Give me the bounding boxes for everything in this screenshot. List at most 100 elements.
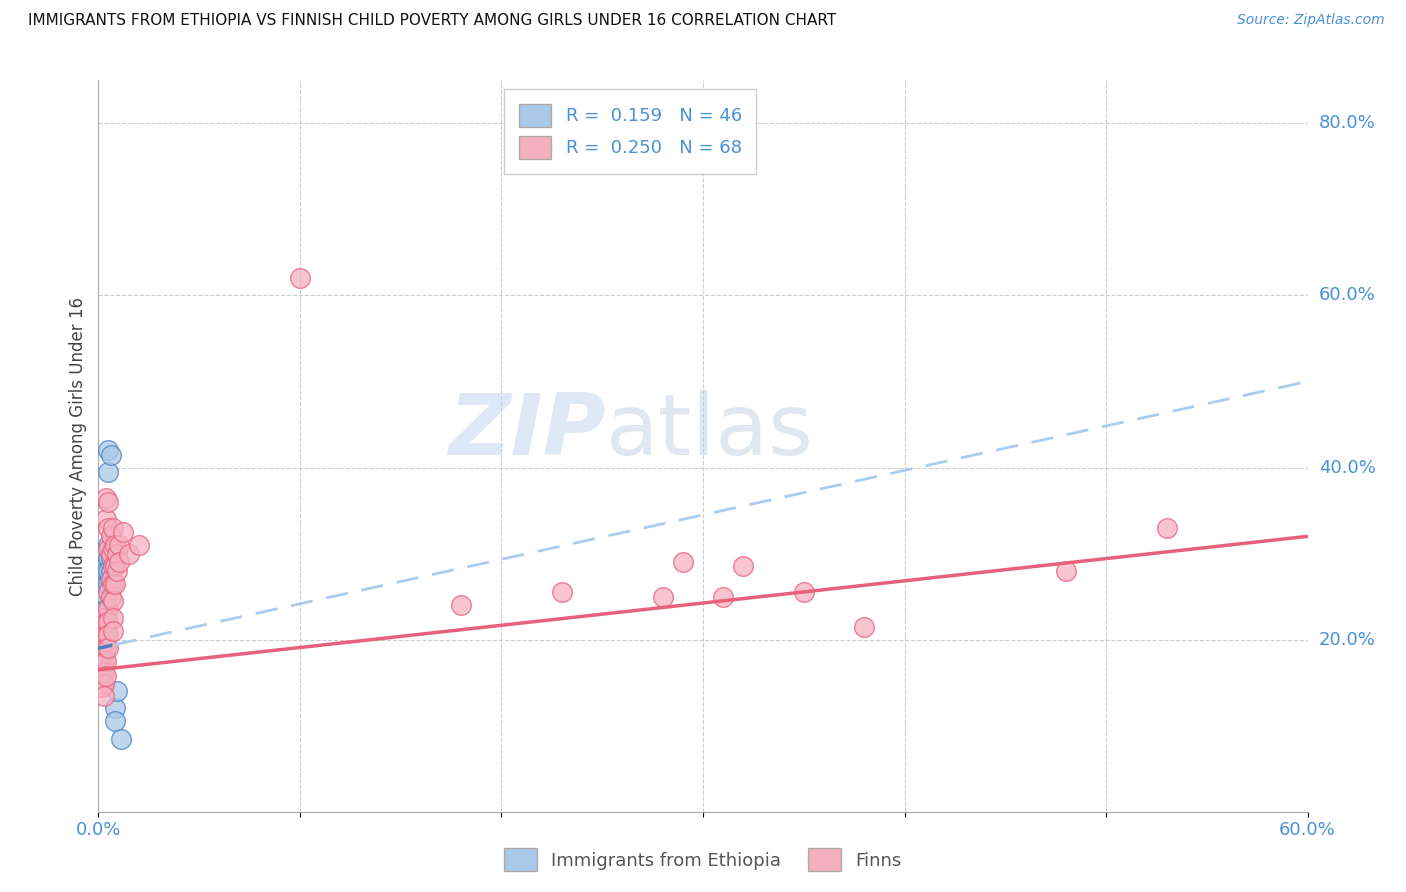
Point <box>89 663 111 677</box>
Point <box>97 465 120 479</box>
Point <box>97 641 120 656</box>
Point <box>89 646 111 660</box>
Point <box>793 585 815 599</box>
Text: atlas: atlas <box>606 390 814 473</box>
Point <box>97 615 120 630</box>
Point <box>91 680 114 694</box>
Point <box>93 634 115 648</box>
Point <box>91 624 114 638</box>
Point <box>672 555 695 569</box>
Point <box>93 677 115 691</box>
Point <box>96 615 118 630</box>
Point <box>107 538 129 552</box>
Point <box>96 602 118 616</box>
Point <box>110 731 132 746</box>
Point <box>89 667 111 681</box>
Point <box>100 564 122 578</box>
Point <box>118 547 141 561</box>
Point <box>96 564 118 578</box>
Point <box>97 542 120 557</box>
Point <box>101 542 124 557</box>
Point <box>105 684 128 698</box>
Point <box>93 585 115 599</box>
Point <box>97 443 120 458</box>
Point <box>103 714 125 729</box>
Point <box>711 590 734 604</box>
Point <box>91 651 114 665</box>
Point <box>96 624 118 638</box>
Point <box>100 529 122 543</box>
Point <box>91 617 114 632</box>
Point <box>101 521 124 535</box>
Point <box>96 576 118 591</box>
Y-axis label: Child Poverty Among Girls Under 16: Child Poverty Among Girls Under 16 <box>69 296 87 596</box>
Point <box>91 658 114 673</box>
Point <box>96 512 118 526</box>
Legend: R =  0.159   N = 46, R =  0.250   N = 68: R = 0.159 N = 46, R = 0.250 N = 68 <box>505 89 756 174</box>
Point <box>89 646 111 660</box>
Point <box>105 564 128 578</box>
Point <box>91 663 114 677</box>
Point <box>853 620 876 634</box>
Point <box>93 611 115 625</box>
Point <box>91 646 114 660</box>
Point <box>91 632 114 647</box>
Point <box>551 585 574 599</box>
Point <box>101 611 124 625</box>
Point <box>101 559 124 574</box>
Point <box>100 547 122 561</box>
Point <box>91 637 114 651</box>
Point <box>93 646 115 660</box>
Point <box>103 559 125 574</box>
Text: 40.0%: 40.0% <box>1319 458 1375 476</box>
Point <box>93 620 115 634</box>
Point <box>103 538 125 552</box>
Point <box>100 448 122 462</box>
Point <box>107 555 129 569</box>
Point <box>93 665 115 680</box>
Point <box>96 628 118 642</box>
Point <box>288 271 311 285</box>
Point <box>89 641 111 656</box>
Point <box>97 538 120 552</box>
Text: IMMIGRANTS FROM ETHIOPIA VS FINNISH CHILD POVERTY AMONG GIRLS UNDER 16 CORRELATI: IMMIGRANTS FROM ETHIOPIA VS FINNISH CHIL… <box>28 13 837 29</box>
Point <box>101 624 124 638</box>
Point <box>93 641 115 656</box>
Point <box>89 632 111 647</box>
Point <box>93 624 115 638</box>
Point <box>91 611 114 625</box>
Point <box>111 524 134 539</box>
Point <box>93 598 115 612</box>
Point <box>96 654 118 668</box>
Point <box>96 669 118 683</box>
Point <box>89 615 111 630</box>
Point <box>91 658 114 673</box>
Point <box>101 576 124 591</box>
Point <box>96 615 118 630</box>
Point <box>91 671 114 685</box>
Legend: Immigrants from Ethiopia, Finns: Immigrants from Ethiopia, Finns <box>498 841 908 879</box>
Point <box>96 641 118 656</box>
Point <box>105 547 128 561</box>
Point <box>128 538 150 552</box>
Point <box>100 576 122 591</box>
Point <box>733 559 755 574</box>
Point <box>450 598 472 612</box>
Point <box>97 576 120 591</box>
Point <box>89 658 111 673</box>
Point <box>96 491 118 505</box>
Text: 60.0%: 60.0% <box>1319 286 1375 304</box>
Point <box>93 559 115 574</box>
Text: Source: ZipAtlas.com: Source: ZipAtlas.com <box>1237 13 1385 28</box>
Point <box>96 590 118 604</box>
Point <box>97 585 120 599</box>
Point <box>89 624 111 638</box>
Point <box>91 615 114 630</box>
Point <box>89 654 111 668</box>
Point <box>103 701 125 715</box>
Point <box>100 590 122 604</box>
Point <box>89 654 111 668</box>
Point <box>93 611 115 625</box>
Text: 20.0%: 20.0% <box>1319 631 1375 648</box>
Point <box>97 628 120 642</box>
